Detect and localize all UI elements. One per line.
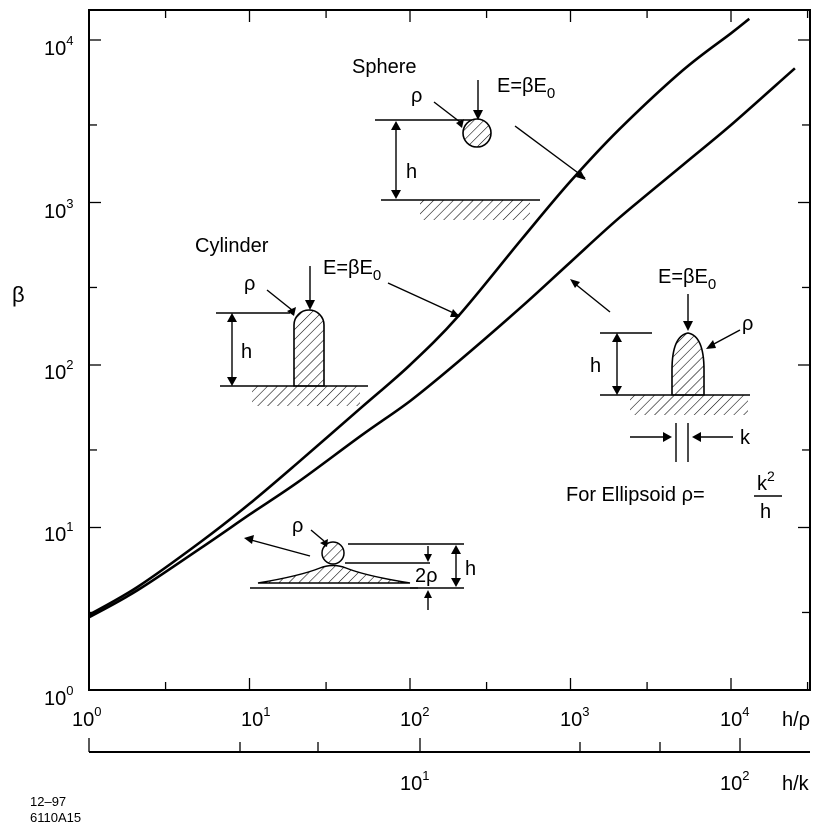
series-line-2 [88,67,796,619]
x-axis-label: h/ρ [782,709,810,731]
cylinder-shape [293,309,325,387]
y-tick-label-4: 104 [44,33,73,60]
axis-ticks [89,10,810,690]
hemisphere-sphere [321,541,345,565]
secondary-tick-label-2: 102 [720,768,749,795]
x-tick-labels: 100 101 102 103 104 [72,704,749,731]
cylinder-h-label: h [241,341,252,363]
plot-frame [88,9,811,691]
y-tick-label-1: 101 [44,519,73,546]
y-tick-labels: 104 103 102 101 100 [44,33,73,710]
ellipsoid-formula-numerator: k2 [757,468,775,495]
figure-id-code: 6110A15 [30,810,81,825]
ellipsoid-shape [671,332,705,396]
sphere-title: Sphere [352,56,417,78]
ellipsoid-k-label: k [740,427,751,449]
ellipsoid-field-label: E=βE0 [658,266,716,293]
secondary-axis-label: h/k [782,773,810,795]
ellipsoid-rho-label: ρ [742,313,753,335]
y-tick-label-3: 103 [44,196,73,223]
curves [88,17,796,619]
hemisphere-bump [257,564,411,584]
secondary-axis-ticks [88,738,741,752]
ellipsoid-h-label: h [590,355,601,377]
cylinder-inset: Cylinder E=βE0 ρ h [195,235,460,406]
y-tick-label-0: 100 [44,683,73,710]
hemisphere-rho-label: ρ [292,515,303,537]
x-tick-label-0: 100 [72,704,101,731]
cylinder-rho-label: ρ [244,273,255,295]
hemisphere-2rho-label: 2ρ [415,565,438,587]
sphere-field-label: E=βE0 [497,75,555,102]
series-line-1 [88,17,751,617]
ellipsoid-formula: For Ellipsoid ρ= [566,484,705,506]
hemisphere-inset: ρ 2ρ h [244,515,476,610]
ellipsoid-inset: E=βE0 ρ h k For Ellipsoid ρ= k2 h [566,266,782,523]
x-tick-label-3: 103 [560,704,589,731]
ellipsoid-formula-denominator: h [760,501,771,523]
hemisphere-h-label: h [465,558,476,580]
sphere-inset: Sphere E=βE0 ρ h [352,56,586,220]
x-tick-label-4: 104 [720,704,749,731]
cylinder-title: Cylinder [195,235,269,257]
sphere-rho-label: ρ [411,85,422,107]
y-axis-label: β [12,282,25,307]
x-tick-label-1: 101 [241,704,270,731]
cylinder-field-label: E=βE0 [323,257,381,284]
figure-id-date: 12–97 [30,794,66,809]
y-tick-label-2: 102 [44,357,73,384]
secondary-tick-label-1: 101 [400,768,429,795]
sphere-h-label: h [406,161,417,183]
sphere-shape [462,118,492,148]
x-tick-label-2: 102 [400,704,429,731]
